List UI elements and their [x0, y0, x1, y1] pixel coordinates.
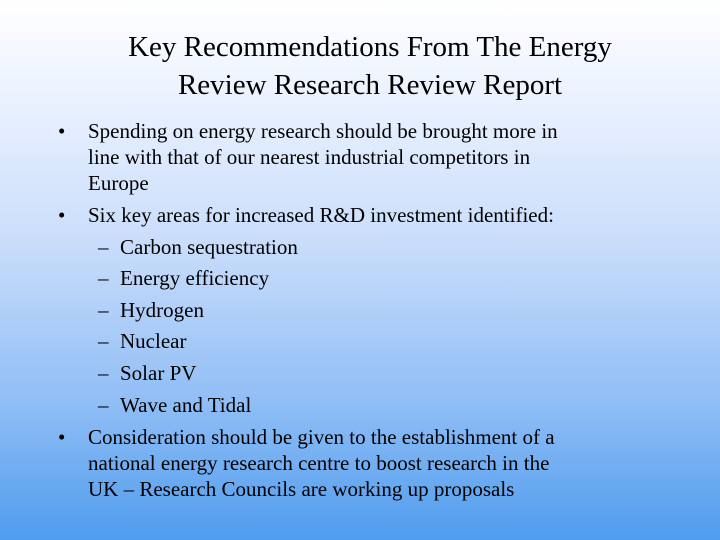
- slide-title-line: Review Research Review Report: [177, 69, 563, 101]
- bullet-text-line: national energy research centre to boost…: [88, 450, 550, 475]
- sub-bullet-marker: –: [98, 266, 109, 291]
- sub-bullet-marker: –: [98, 234, 109, 259]
- bullet-text-line: Six key areas for increased R&D investme…: [88, 203, 554, 227]
- sub-bullet-text: Hydrogen: [120, 297, 204, 322]
- slide-title-line: Key Recommendations From The Energy: [128, 31, 612, 63]
- bullet-marker: •: [58, 424, 66, 449]
- sub-bullet-text: Solar PV: [120, 360, 197, 385]
- sub-bullet-marker: –: [98, 360, 109, 385]
- sub-bullet-item: – Carbon sequestration: [58, 234, 698, 260]
- bullet-text-line: Europe: [88, 171, 149, 195]
- sub-bullet-text: Energy efficiency: [120, 266, 270, 291]
- sub-bullet-marker: –: [98, 329, 109, 354]
- sub-bullet-list: – Carbon sequestration – Energy efficien…: [58, 228, 698, 418]
- sub-bullet-text: Carbon sequestration: [120, 234, 298, 259]
- sub-bullet-text: Nuclear: [120, 329, 187, 354]
- sub-bullet-item: – Nuclear: [58, 328, 698, 354]
- sub-bullet-item: – Solar PV: [58, 360, 698, 386]
- slide-title: Key Recommendations From The Energy Revi…: [60, 28, 680, 104]
- bullet-text-line: Spending on energy research should be br…: [88, 119, 558, 143]
- sub-bullet-marker: –: [98, 297, 109, 322]
- sub-bullet-item: – Energy efficiency: [58, 265, 698, 291]
- bullet-item: • Spending on energy research should be …: [58, 118, 698, 196]
- bullet-text-line: UK – Research Councils are working up pr…: [88, 476, 515, 501]
- bullet-text-line: line with that of our nearest industrial…: [88, 145, 531, 169]
- sub-bullet-text: Wave and Tidal: [120, 392, 252, 417]
- bullet-item: • Consideration should be given to the e…: [58, 424, 698, 502]
- bullet-text-line: Consideration should be given to the est…: [88, 424, 555, 449]
- sub-bullet-item: – Hydrogen: [58, 297, 698, 323]
- slide-body: • Spending on energy research should be …: [58, 118, 698, 502]
- bullet-marker: •: [58, 119, 66, 143]
- sub-bullet-item: – Wave and Tidal: [58, 392, 698, 418]
- bullet-item: • Six key areas for increased R&D invest…: [58, 202, 698, 228]
- sub-bullet-marker: –: [98, 392, 109, 417]
- bullet-marker: •: [58, 203, 66, 227]
